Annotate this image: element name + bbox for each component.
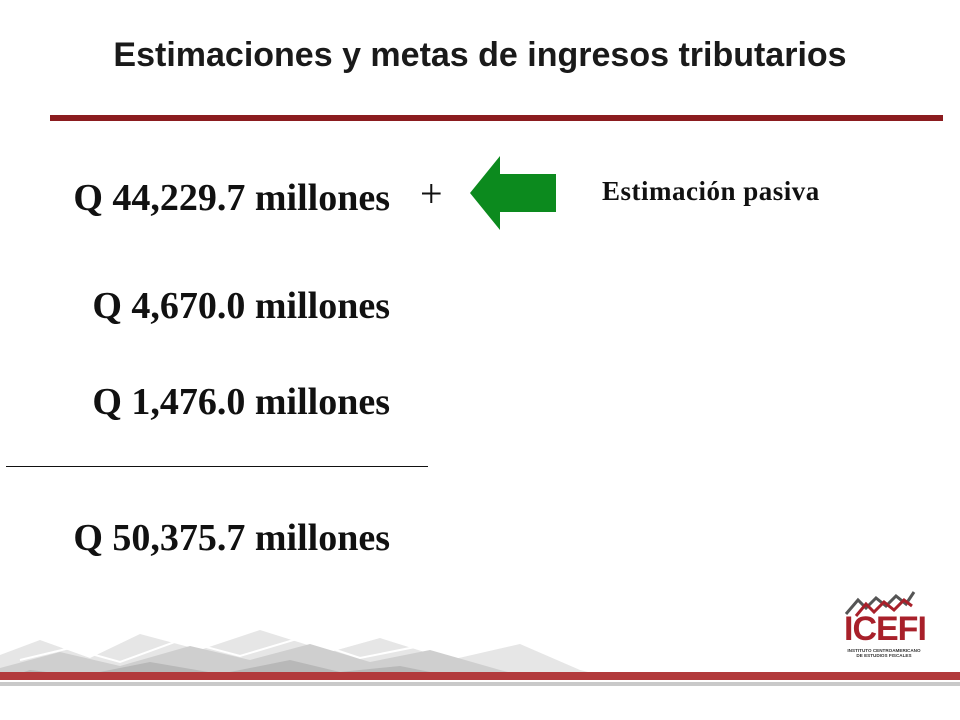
logo-wordmark: ICEFI — [844, 610, 927, 648]
icefi-logo: ICEFI INSTITUTO CENTROAMERICANO DE ESTUD… — [836, 590, 927, 670]
amount-additional-1: Q 4,670.0 millones — [92, 285, 390, 327]
footer-band-secondary — [0, 682, 960, 686]
sum-divider — [6, 466, 428, 467]
logo-subtitle: INSTITUTO CENTROAMERICANO DE ESTUDIOS FI… — [847, 648, 921, 658]
left-arrow-icon — [470, 156, 556, 230]
amount-additional-2: Q 1,476.0 millones — [92, 381, 390, 423]
amount-passive-estimate: Q 44,229.7 millones — [73, 177, 390, 219]
logo-zigzag-icon — [844, 591, 916, 617]
footer-mountains-decoration — [0, 630, 620, 680]
amount-total: Q 50,375.7 millones — [73, 517, 390, 559]
footer-band — [0, 672, 960, 680]
title-underline — [50, 115, 943, 121]
passive-estimate-label: Estimación pasiva — [602, 176, 820, 206]
slide-title: Estimaciones y metas de ingresos tributa… — [113, 36, 847, 74]
plus-sign: + — [420, 171, 443, 216]
